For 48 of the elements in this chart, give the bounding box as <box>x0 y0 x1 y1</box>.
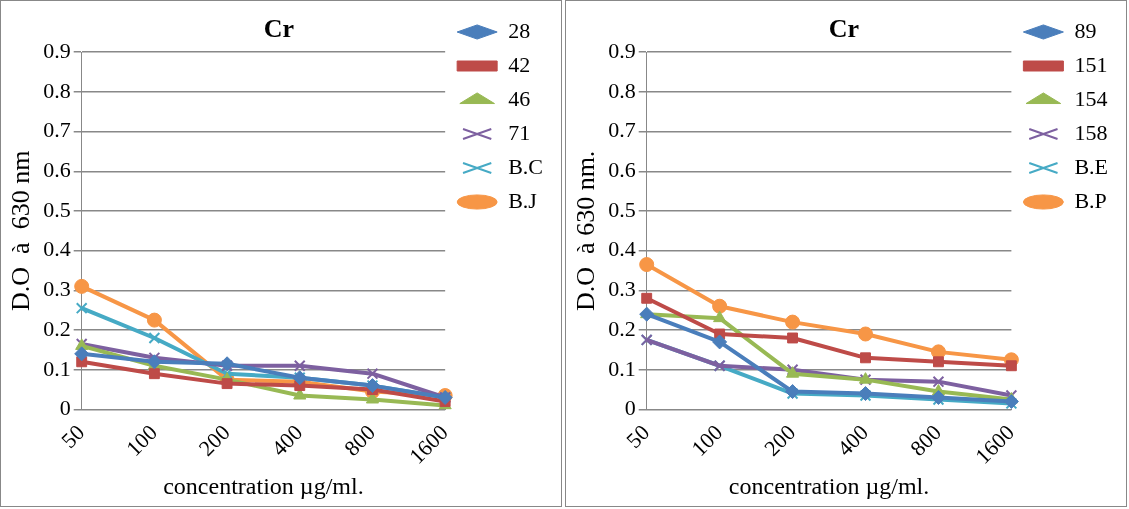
y-tick-label: 0.5 <box>43 196 71 222</box>
y-tick-label: 0.5 <box>608 196 636 222</box>
y-tick-label: 0.4 <box>43 236 71 262</box>
x-tick-label: 400 <box>832 419 874 461</box>
x-tick-label: 200 <box>193 419 235 461</box>
y-tick-label: 0.6 <box>608 157 636 183</box>
legend-label: 71 <box>508 119 531 145</box>
y-tick-label: 0.6 <box>43 157 71 183</box>
y-tick-label: 0.8 <box>608 77 636 103</box>
legend-label: 89 <box>1074 17 1097 43</box>
y-tick-label: 0.1 <box>608 355 636 381</box>
y-tick-label: 0.9 <box>43 37 71 63</box>
y-tick-label: 0.8 <box>43 77 71 103</box>
y-tick-label: 0.4 <box>608 236 636 262</box>
legend-label: 158 <box>1074 119 1108 145</box>
x-tick-label: 50 <box>56 419 90 453</box>
legend-label: B.C <box>508 153 544 179</box>
x-tick-label: 400 <box>266 419 308 461</box>
legend-label: 28 <box>508 17 531 43</box>
y-axis-title: D.O à 630 nm. <box>571 150 601 311</box>
legend-label: B.J <box>508 187 538 213</box>
y-tick-label: 0.3 <box>608 276 636 302</box>
y-tick-label: 0.2 <box>43 315 71 341</box>
x-tick-label: 800 <box>339 419 381 461</box>
x-tick-label: 800 <box>905 419 947 461</box>
x-tick-label: 200 <box>759 419 801 461</box>
y-tick-label: 0 <box>624 395 636 421</box>
legend-label: 46 <box>508 85 531 111</box>
y-tick-label: 0.7 <box>43 117 71 143</box>
legend-label: B.E <box>1074 153 1109 179</box>
legend-label: 151 <box>1074 51 1108 77</box>
x-axis-title: concentration µg/ml. <box>163 472 364 499</box>
y-tick-label: 0.2 <box>608 315 636 341</box>
y-tick-label: 0.7 <box>608 117 636 143</box>
x-tick-label: 100 <box>121 419 163 461</box>
y-tick-label: 0.9 <box>608 37 636 63</box>
legend-label: B.P <box>1074 187 1107 213</box>
y-tick-label: 0 <box>59 395 71 421</box>
x-tick-label: 100 <box>686 419 728 461</box>
y-tick-label: 0.3 <box>43 276 71 302</box>
y-axis-title: D.O à 630 nm <box>6 150 36 311</box>
chart-title: Cr <box>263 14 295 44</box>
x-axis-title: concentration µg/ml. <box>728 472 930 499</box>
chart-title: Cr <box>828 14 860 44</box>
y-tick-label: 0.1 <box>43 355 71 381</box>
legend-label: 154 <box>1074 85 1108 111</box>
x-tick-label: 50 <box>621 419 655 453</box>
legend-label: 42 <box>508 51 531 77</box>
